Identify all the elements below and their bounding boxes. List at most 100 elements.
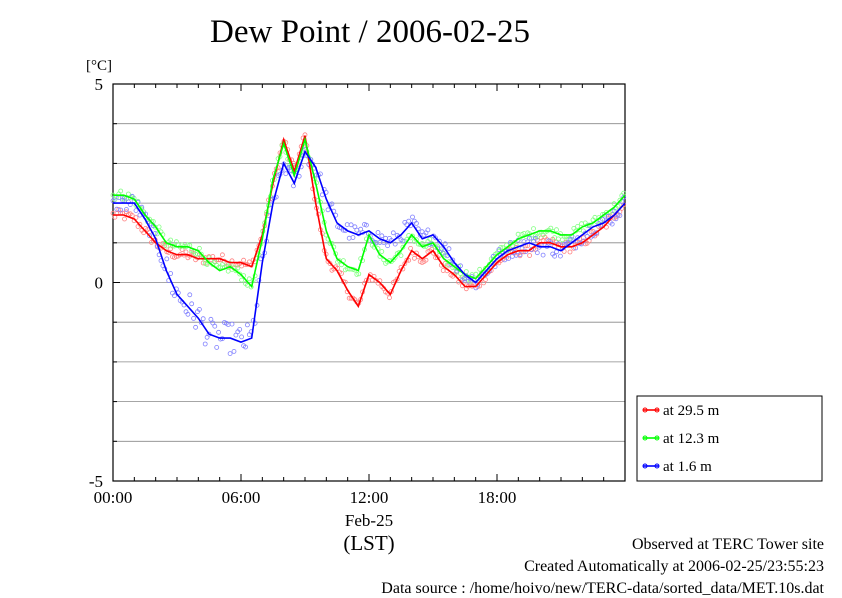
legend-label-2: at 12.3 m xyxy=(663,431,720,447)
data-point xyxy=(363,222,369,228)
data-point xyxy=(344,222,350,228)
data-point xyxy=(214,344,220,350)
data-point xyxy=(392,241,398,247)
data-point xyxy=(246,276,252,282)
data-point xyxy=(198,251,204,257)
y-tick-label: 5 xyxy=(95,75,104,94)
data-point xyxy=(189,301,195,307)
legend-box xyxy=(636,395,823,482)
y-tick-label: -5 xyxy=(89,472,103,491)
data-point xyxy=(375,230,381,235)
data-point xyxy=(356,271,362,277)
data-point xyxy=(588,229,594,235)
data-point xyxy=(196,245,202,251)
data-point xyxy=(617,213,623,219)
data-point xyxy=(523,249,529,255)
data-point xyxy=(413,220,419,226)
legend-marker xyxy=(654,435,660,441)
data-point xyxy=(534,250,540,256)
data-point xyxy=(156,224,162,230)
data-point xyxy=(586,238,592,244)
data-point xyxy=(621,194,627,200)
data-point xyxy=(552,253,557,259)
legend-marker xyxy=(654,407,660,413)
data-point xyxy=(387,295,392,301)
x-tick-label: 12:00 xyxy=(350,488,389,507)
data-point xyxy=(611,208,617,214)
data-point xyxy=(527,235,532,241)
data-point xyxy=(440,250,446,256)
data-point xyxy=(579,221,584,227)
y-axis-label: [°C] xyxy=(86,58,112,74)
data-point xyxy=(244,322,250,328)
data-point xyxy=(354,271,360,277)
data-point xyxy=(556,236,561,242)
legend-marker xyxy=(654,463,660,469)
data-point xyxy=(413,237,419,243)
series-line-3 xyxy=(113,149,626,343)
data-point xyxy=(237,271,243,277)
data-point xyxy=(404,257,410,263)
data-point xyxy=(168,271,174,276)
data-point xyxy=(425,227,431,233)
series-points-1 xyxy=(110,132,627,306)
data-point xyxy=(354,227,360,233)
x-date-label: Feb-25 xyxy=(345,511,393,530)
data-point xyxy=(517,252,523,258)
data-point xyxy=(458,263,463,269)
data-point xyxy=(229,321,235,327)
data-point xyxy=(423,257,429,263)
data-point xyxy=(164,243,170,249)
data-point xyxy=(325,207,331,213)
data-point xyxy=(239,263,245,269)
data-point xyxy=(390,230,396,236)
data-point xyxy=(200,316,206,322)
x-tick-label: 00:00 xyxy=(94,488,133,507)
data-point xyxy=(125,191,131,197)
data-point xyxy=(571,238,577,244)
data-point xyxy=(133,215,139,221)
footer-data-source-note: Data source : /home/hoivo/new/TERC-data/… xyxy=(381,580,824,597)
data-point xyxy=(533,235,538,241)
data-point xyxy=(473,271,479,277)
data-point xyxy=(239,277,245,283)
data-point xyxy=(406,218,412,224)
data-point xyxy=(237,326,243,332)
data-point xyxy=(124,207,129,212)
data-point xyxy=(463,269,469,275)
data-point xyxy=(442,241,448,247)
data-point xyxy=(400,238,406,244)
x-tick-label: 18:00 xyxy=(478,488,517,507)
legend-marker xyxy=(642,407,648,413)
legend-marker xyxy=(642,463,648,469)
data-point xyxy=(168,237,174,243)
legend-label-3: at 1.6 m xyxy=(663,459,712,475)
data-point xyxy=(116,207,122,212)
data-point xyxy=(235,265,241,271)
data-point xyxy=(408,245,414,251)
data-point xyxy=(450,257,456,263)
data-point xyxy=(183,249,189,255)
data-point xyxy=(133,208,139,214)
data-point xyxy=(611,201,617,207)
data-point xyxy=(204,262,210,268)
data-point xyxy=(118,188,124,194)
data-point xyxy=(243,344,248,350)
data-point xyxy=(208,316,214,322)
data-point xyxy=(427,236,433,242)
data-point xyxy=(148,219,154,225)
data-point xyxy=(239,334,245,340)
x-axis-label: (LST) xyxy=(343,531,394,555)
data-point xyxy=(241,257,247,263)
data-point xyxy=(559,237,565,243)
data-point xyxy=(410,214,415,220)
data-point xyxy=(327,261,333,266)
data-point xyxy=(147,233,152,239)
data-point xyxy=(212,323,218,329)
data-point xyxy=(227,351,233,357)
data-point xyxy=(218,336,223,342)
data-point xyxy=(531,226,536,232)
data-point xyxy=(398,253,404,259)
data-point xyxy=(281,161,287,167)
